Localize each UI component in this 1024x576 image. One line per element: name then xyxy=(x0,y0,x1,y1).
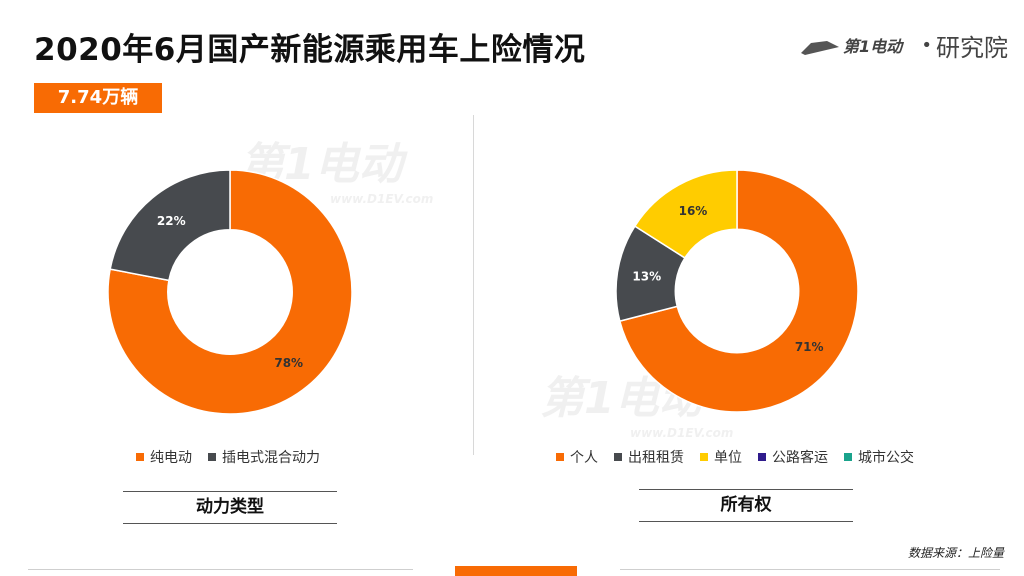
brand-logo-text: 第1电动 xyxy=(843,37,904,56)
total-badge: 7.74万辆 xyxy=(34,83,162,113)
footer-line-left xyxy=(28,569,413,570)
legend-swatch xyxy=(758,453,766,461)
slice-label-1-1: 13% xyxy=(632,270,661,284)
legend-swatch xyxy=(136,453,144,461)
legend-label: 纯电动 xyxy=(150,450,192,466)
legend-swatch xyxy=(700,453,708,461)
legend-item-1-4: 城市公交 xyxy=(844,447,914,467)
legend-label: 公路客运 xyxy=(772,450,828,466)
legend-swatch xyxy=(614,453,622,461)
legend-label: 出租租赁 xyxy=(628,450,684,466)
slice-label-0-1: 22% xyxy=(157,214,186,228)
legend-ownership: 个人 出租租赁 单位 公路客运 城市公交 xyxy=(556,447,914,467)
slice-label-1-2: 16% xyxy=(679,204,708,218)
legend-label: 个人 xyxy=(570,450,598,466)
legend-item-1-0: 个人 xyxy=(556,447,598,467)
legend-power-type: 纯电动 插电式混合动力 xyxy=(136,447,320,467)
legend-item-1-1: 出租租赁 xyxy=(614,447,684,467)
footer-line-right xyxy=(620,569,1000,570)
legend-label: 单位 xyxy=(714,450,742,466)
data-source: 数据来源：上险量 xyxy=(907,546,1004,560)
donut-chart-power-type: 78% 22% xyxy=(107,169,353,415)
legend-label: 插电式混合动力 xyxy=(222,450,320,466)
legend-swatch xyxy=(556,453,564,461)
legend-item-1-3: 公路客运 xyxy=(758,447,828,467)
donut-slice-0-1 xyxy=(109,169,231,282)
legend-item-0-1: 插电式混合动力 xyxy=(208,447,320,467)
donut-chart-svg: 71% 13% 16% xyxy=(615,169,859,413)
watermark-sub: www.D1EV.com xyxy=(630,426,734,440)
donut-slice-0-0 xyxy=(107,169,353,415)
donut-slice-1-2 xyxy=(633,169,738,259)
section-label-ownership: 所有权 xyxy=(639,489,853,522)
section-label-power-type: 动力类型 xyxy=(123,491,337,524)
page-title: 2020年6月国产新能源乘用车上险情况 xyxy=(34,32,586,68)
donut-chart-svg: 78% 22% xyxy=(107,169,353,415)
car-logo-icon: 第1电动 xyxy=(801,37,905,56)
footer-accent-bar xyxy=(455,566,577,576)
legend-item-0-0: 纯电动 xyxy=(136,447,192,467)
slice-label-0-0: 78% xyxy=(274,356,303,370)
brand-name: 研究院 xyxy=(936,34,1008,62)
brand-separator: • xyxy=(921,35,932,56)
brand-logo: 第1电动 • 研究院 xyxy=(797,28,1008,63)
donut-slice-1-0 xyxy=(618,169,859,413)
legend-swatch xyxy=(208,453,216,461)
slice-label-1-0: 71% xyxy=(795,340,824,354)
legend-item-1-2: 单位 xyxy=(700,447,742,467)
legend-label: 城市公交 xyxy=(858,450,914,466)
vertical-divider xyxy=(473,115,474,455)
donut-chart-ownership: 71% 13% 16% xyxy=(615,169,859,413)
legend-swatch xyxy=(844,453,852,461)
